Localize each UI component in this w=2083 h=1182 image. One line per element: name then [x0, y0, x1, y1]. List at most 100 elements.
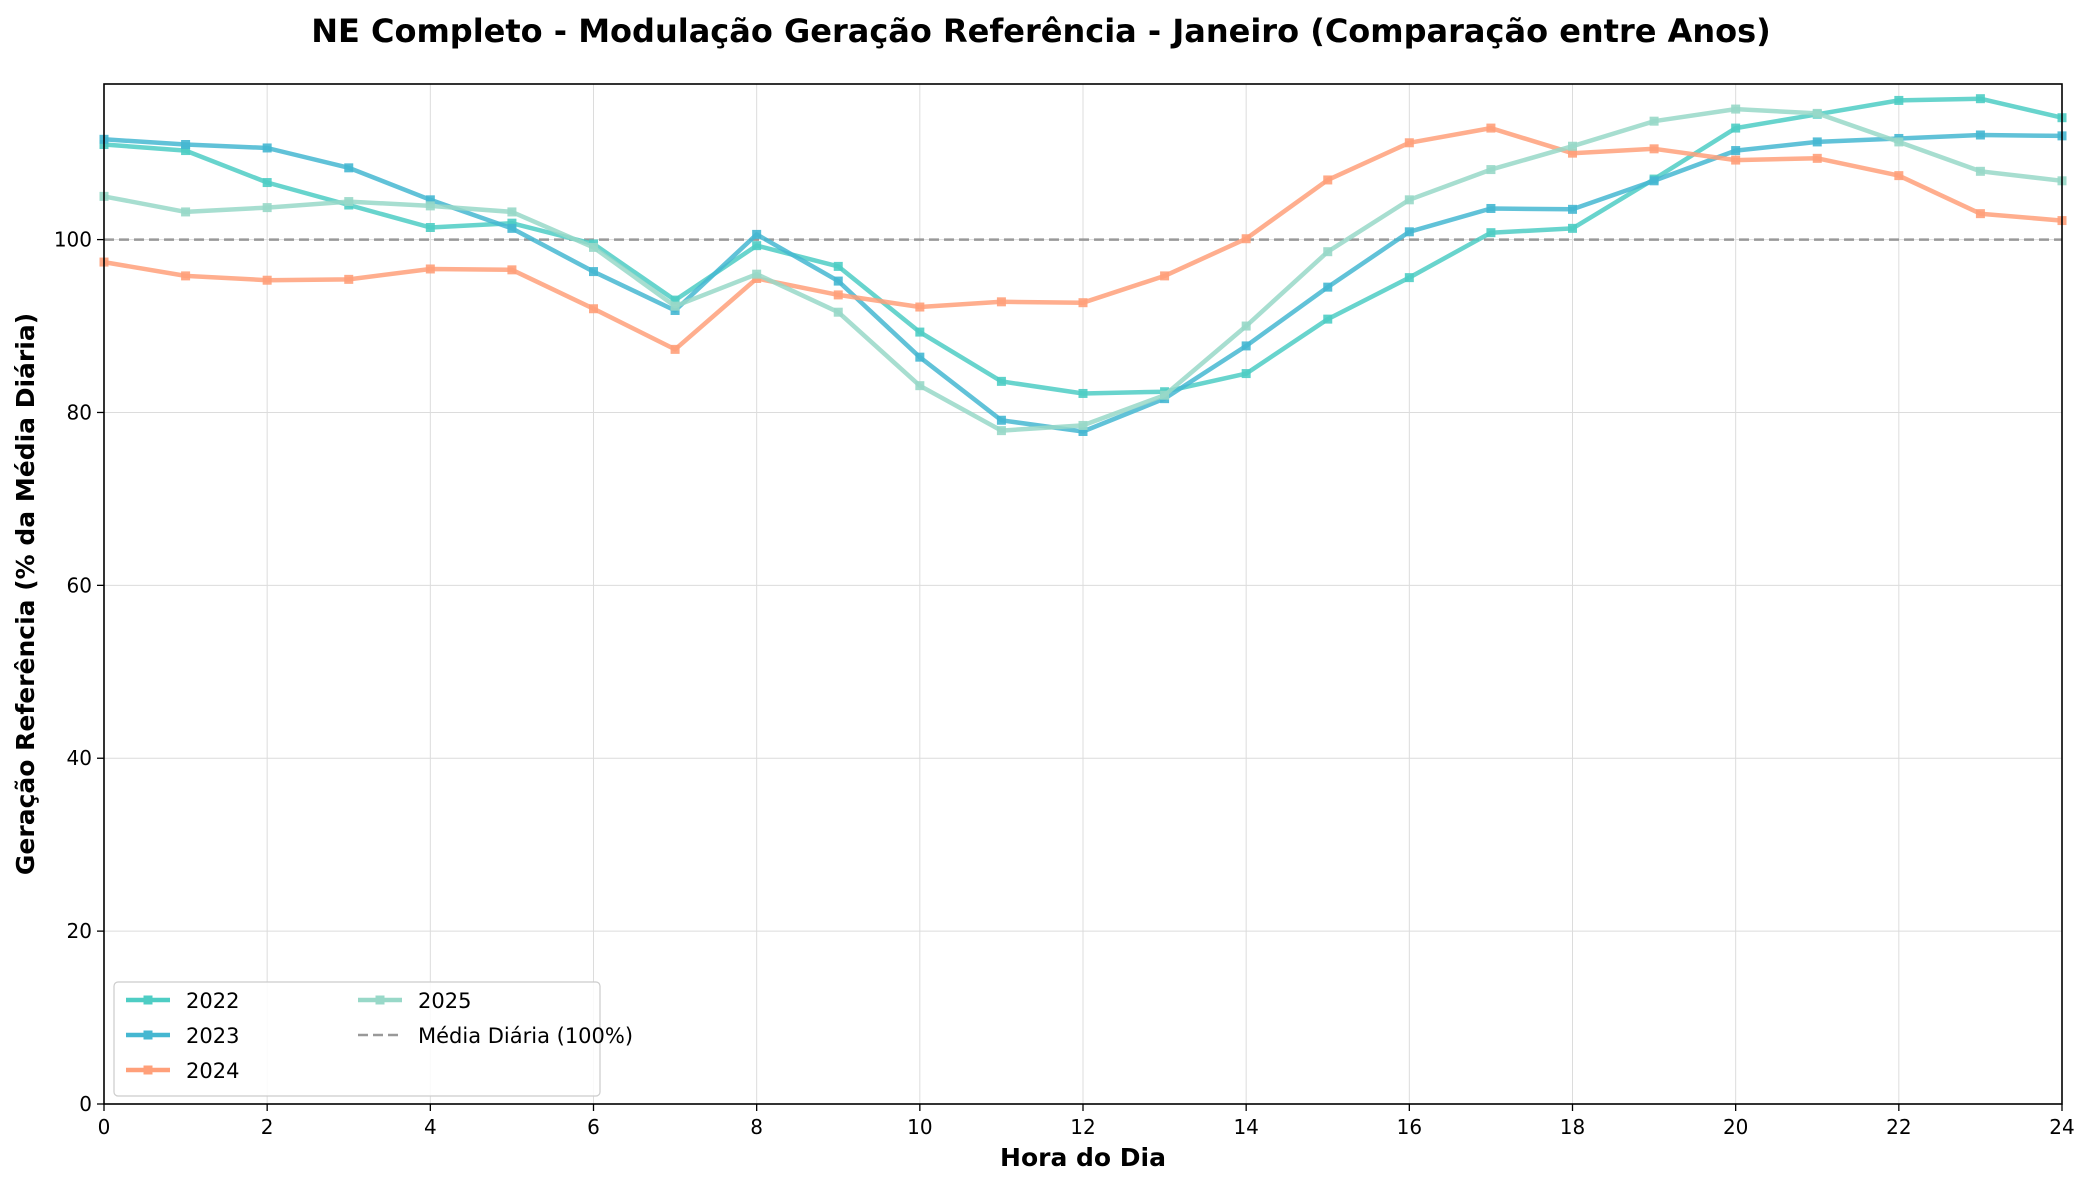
data-point	[1078, 388, 1088, 398]
data-point	[996, 297, 1006, 307]
data-point	[752, 241, 762, 251]
x-tick-label: 14	[1233, 1115, 1258, 1139]
legend-item: 2024	[126, 1059, 239, 1083]
data-point	[670, 301, 680, 311]
data-point	[1649, 176, 1659, 186]
legend-box	[113, 981, 601, 1097]
series-2024	[99, 123, 2067, 354]
y-axis-label: Geração Referência (% da Média Diária)	[11, 313, 40, 875]
data-point	[1404, 227, 1414, 237]
data-point	[1404, 138, 1414, 148]
x-tick-label: 2	[261, 1115, 274, 1139]
x-tick-label: 24	[2049, 1115, 2074, 1139]
chart-title: NE Completo - Modulação Geração Referênc…	[311, 12, 1771, 50]
data-point	[507, 265, 517, 275]
data-point	[1486, 165, 1496, 175]
data-point	[1894, 171, 1904, 181]
x-tick-label: 10	[907, 1115, 932, 1139]
data-point	[1812, 108, 1822, 118]
data-point	[1731, 146, 1741, 156]
data-point	[425, 222, 435, 232]
y-tick-label: 20	[67, 919, 92, 943]
data-point	[1078, 420, 1088, 430]
data-point	[1486, 203, 1496, 213]
x-tick-label: 0	[98, 1115, 111, 1139]
data-point	[1894, 137, 1904, 147]
data-point	[589, 304, 598, 314]
x-axis-label: Hora do Dia	[1000, 1143, 1166, 1172]
data-point	[915, 381, 925, 391]
data-point	[262, 178, 272, 188]
data-point	[1568, 148, 1577, 158]
data-point	[1975, 94, 1985, 104]
data-point	[833, 276, 843, 286]
data-point	[262, 275, 272, 285]
data-point	[833, 290, 843, 300]
data-point	[1649, 144, 1659, 154]
x-tick-label: 18	[1560, 1115, 1585, 1139]
y-tick-label: 80	[67, 400, 92, 424]
data-point	[996, 415, 1006, 425]
data-point	[915, 352, 925, 362]
data-point	[344, 274, 354, 284]
data-point	[425, 201, 435, 211]
x-tick-label: 16	[1397, 1115, 1422, 1139]
data-point	[1975, 209, 1985, 219]
legend-item: 2022	[126, 989, 239, 1013]
data-point	[181, 271, 191, 281]
data-point	[425, 195, 435, 205]
data-point	[1404, 195, 1414, 205]
data-point	[262, 143, 272, 153]
data-point	[1486, 228, 1496, 238]
x-tick-label: 12	[1070, 1115, 1095, 1139]
data-point	[262, 203, 272, 213]
legend-label: 2022	[186, 989, 239, 1013]
data-point	[670, 344, 680, 354]
data-point	[1731, 123, 1741, 133]
data-point	[915, 302, 925, 312]
x-tick-label: 20	[1723, 1115, 1748, 1139]
data-point	[1078, 426, 1088, 436]
data-point	[1975, 166, 1985, 176]
legend-label: Média Diária (100%)	[418, 1024, 633, 1048]
data-point	[1241, 234, 1251, 244]
data-point	[589, 242, 598, 252]
data-point	[344, 163, 354, 173]
y-tick-label: 40	[67, 746, 92, 770]
y-tick-label: 0	[79, 1092, 92, 1116]
y-tick-label: 100	[54, 228, 92, 252]
data-point	[1160, 271, 1170, 281]
data-point	[181, 207, 191, 217]
data-point	[1323, 314, 1333, 324]
data-point	[833, 261, 843, 271]
x-tick-label: 6	[587, 1115, 600, 1139]
data-point	[1812, 153, 1822, 163]
x-tick-label: 22	[1886, 1115, 1911, 1139]
data-point	[181, 146, 191, 156]
data-point	[1568, 204, 1577, 214]
data-point	[1731, 104, 1741, 114]
legend-marker	[143, 1065, 153, 1075]
legend-label: 2023	[186, 1024, 239, 1048]
series-2025	[99, 104, 2067, 436]
data-point	[181, 140, 191, 150]
data-point	[1323, 247, 1333, 257]
data-point	[425, 264, 435, 274]
data-point	[1894, 95, 1904, 105]
data-point	[1649, 116, 1659, 126]
data-point	[1404, 273, 1414, 283]
legend-label: 2025	[418, 989, 471, 1013]
data-point	[752, 229, 762, 239]
data-point	[1568, 223, 1577, 233]
data-point	[1323, 175, 1333, 185]
data-point	[1160, 390, 1170, 400]
legend-item: 2023	[126, 1024, 239, 1048]
data-point	[1241, 341, 1251, 351]
legend-label: 2024	[186, 1059, 239, 1083]
data-point	[1975, 130, 1985, 140]
data-point	[996, 376, 1006, 386]
data-point	[1323, 282, 1333, 292]
legend-item: 2025	[358, 989, 471, 1013]
